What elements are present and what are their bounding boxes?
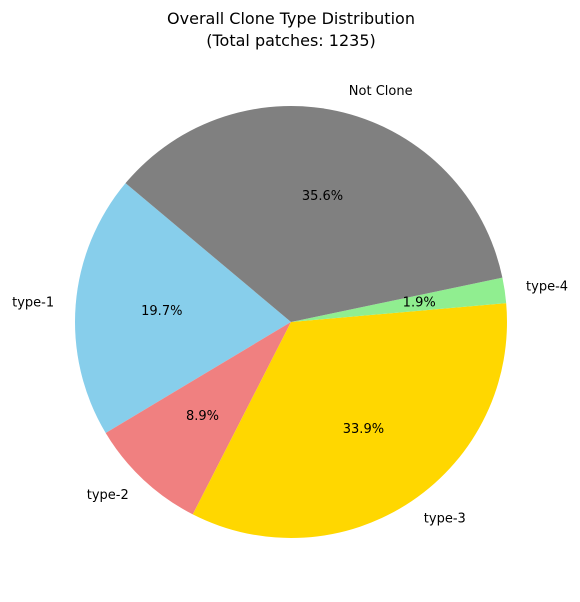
pie-slice-type-3 — [192, 303, 507, 538]
slice-label-not-clone: Not Clone — [349, 84, 413, 99]
slice-label-type-2: type-2 — [87, 488, 129, 503]
labels-group: 19.7% type-1 8.9% type-2 33.9% type-3 1.9% type… — [12, 84, 568, 526]
pct-label-type-1: 19.7% — [141, 304, 182, 319]
pie-slice-type-1 — [75, 183, 292, 433]
pie-slice-type-4 — [291, 277, 507, 322]
pct-label-type-2: 8.9% — [186, 409, 219, 424]
chart-title: Overall Clone Type Distribution — [167, 9, 415, 28]
slice-label-type-1: type-1 — [12, 296, 54, 311]
pie-slice-not-clone — [125, 105, 503, 322]
chart-subtitle: (Total patches: 1235) — [206, 31, 375, 50]
slice-label-type-4: type-4 — [526, 280, 568, 295]
slices-group — [75, 105, 507, 538]
slice-label-type-3: type-3 — [424, 512, 466, 527]
pct-label-type-3: 33.9% — [343, 422, 384, 437]
pie-slice-type-2 — [105, 322, 291, 515]
pct-label-not-clone: 35.6% — [302, 189, 343, 204]
pct-label-type-4: 1.9% — [403, 296, 436, 311]
